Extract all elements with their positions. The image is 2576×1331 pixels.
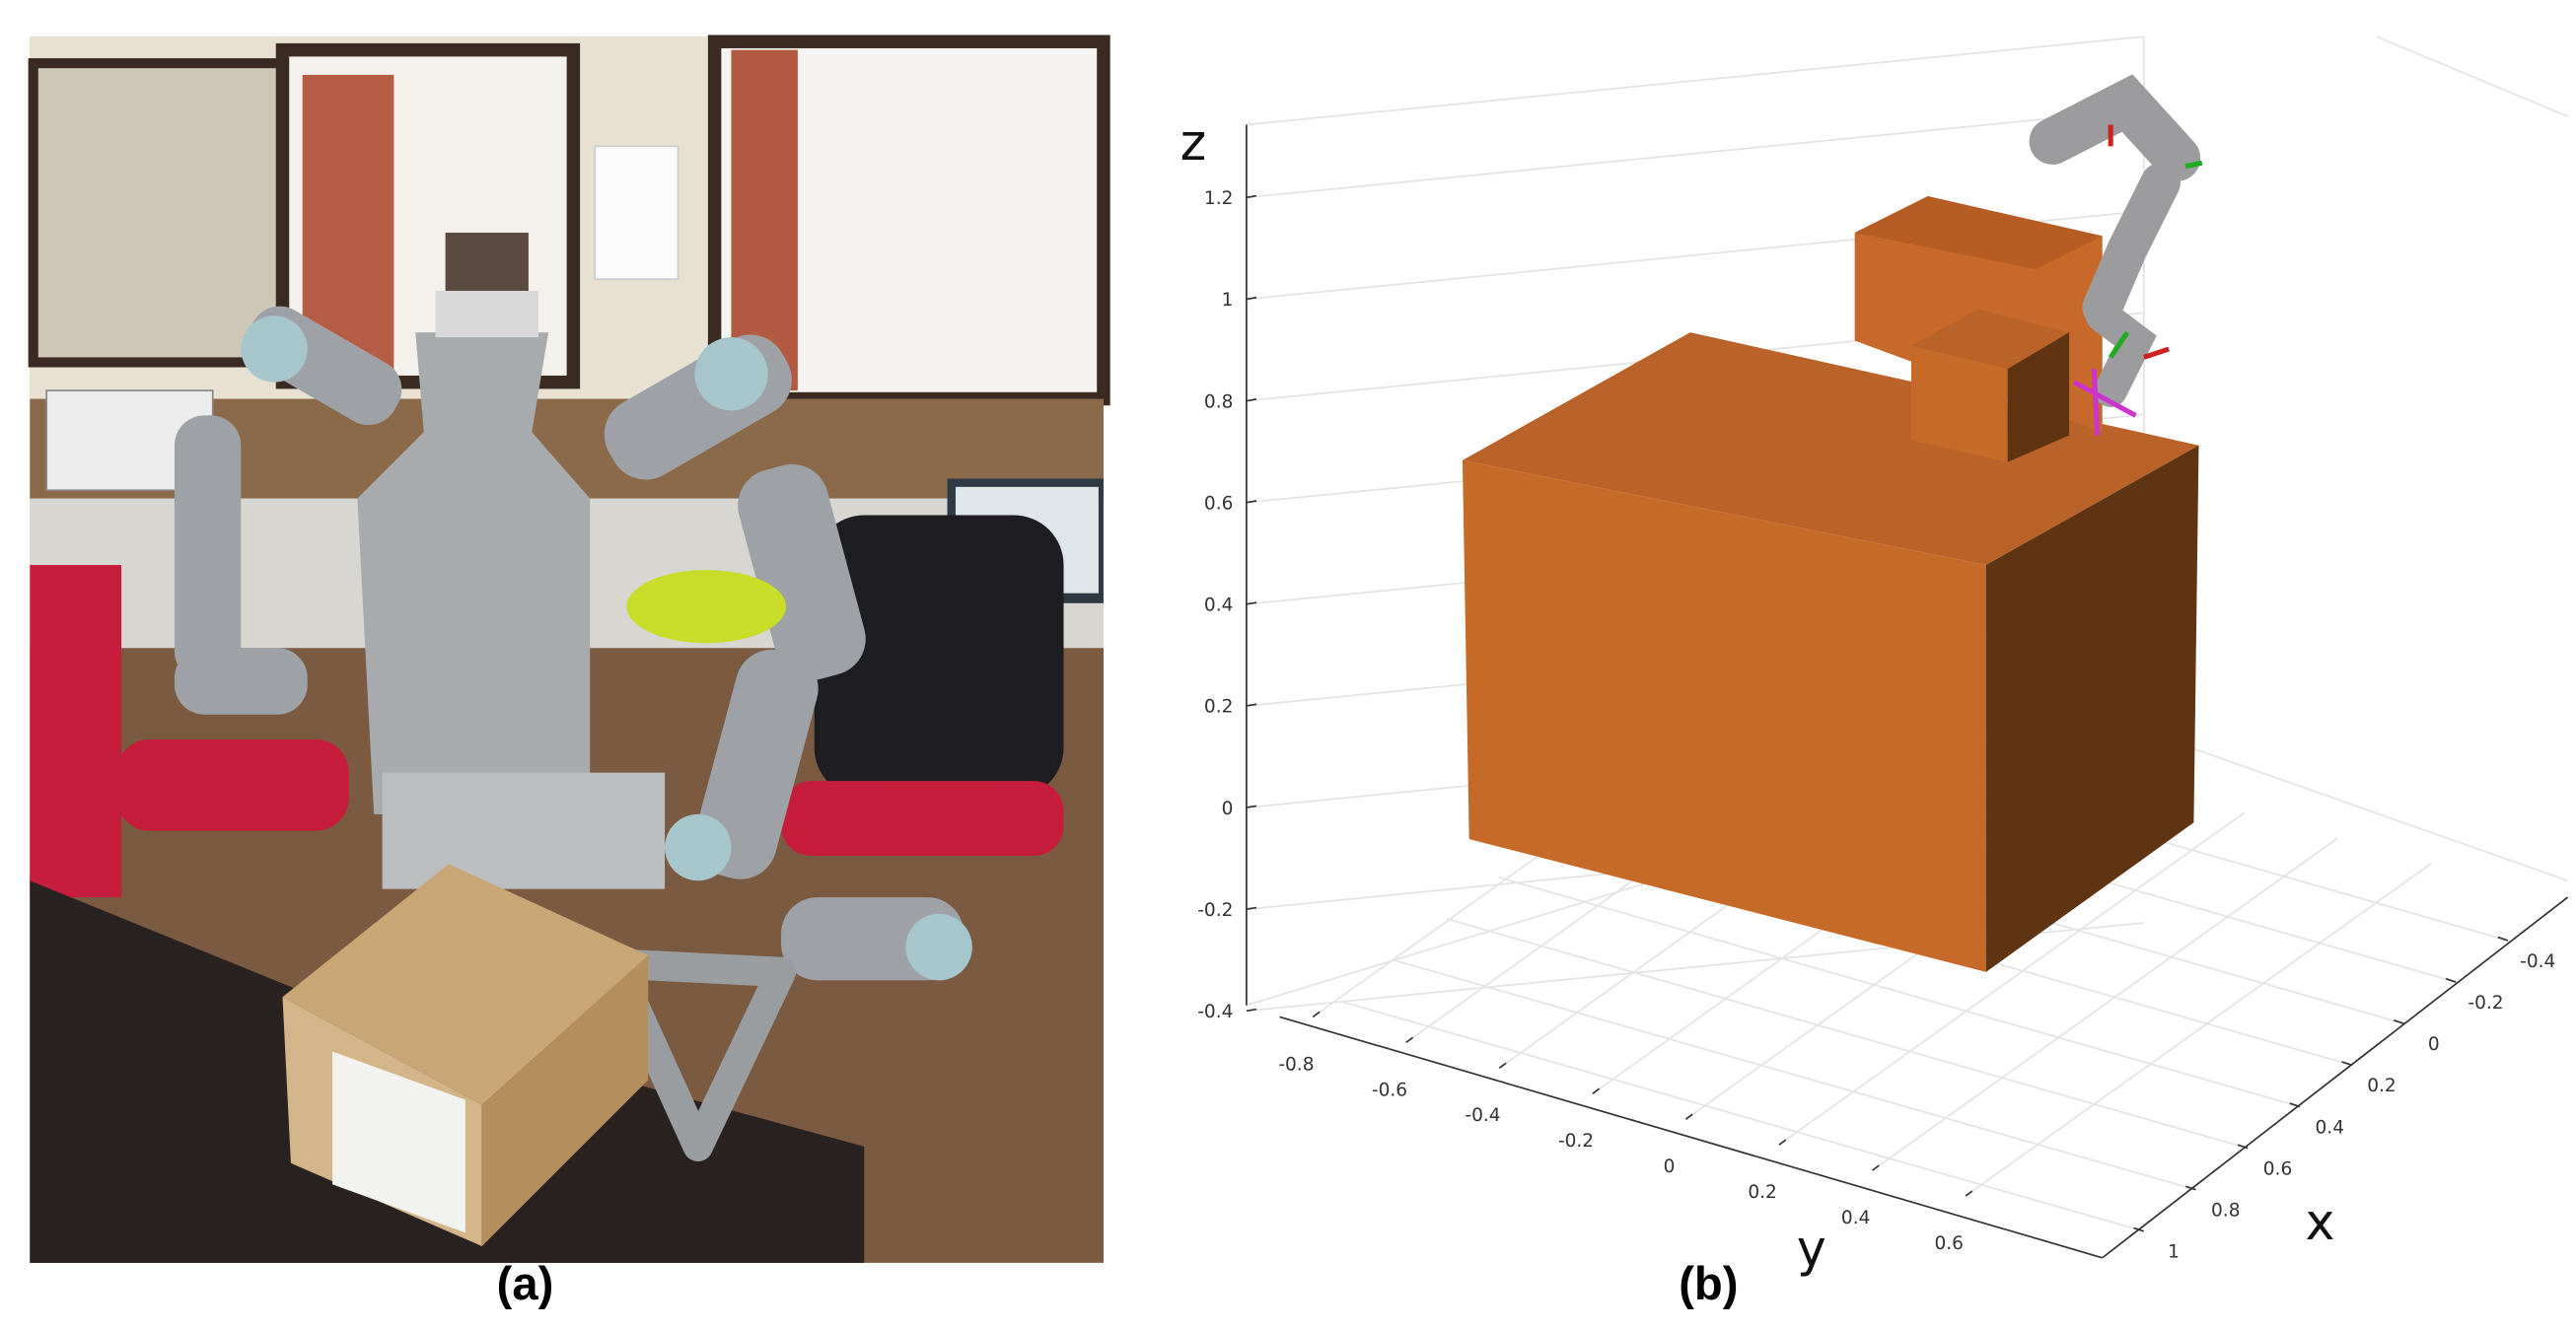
photo — [28, 35, 1110, 1263]
tick-mark — [1246, 398, 1257, 402]
grid-line — [1872, 837, 2338, 1171]
tick-mark — [2497, 936, 2509, 942]
tick-mark — [2445, 977, 2457, 983]
grid-line — [1394, 959, 2196, 1191]
tick-mark — [1246, 601, 1257, 605]
axis-lines — [1246, 124, 2569, 1259]
y-tick-label: 0.6 — [1934, 1233, 1963, 1254]
x-tick-label: 0 — [2428, 1034, 2440, 1055]
grid-line — [1246, 108, 2144, 199]
panel-caption: (a) — [497, 1257, 554, 1309]
y-tick-label: -0.4 — [1465, 1105, 1500, 1126]
y-tick-label: -0.2 — [1558, 1131, 1594, 1152]
z-tick-label: 1 — [1222, 290, 1234, 311]
y-tick-label: -0.6 — [1372, 1080, 1407, 1100]
tick-mark — [1965, 1190, 1973, 1197]
x-tick-label: 1 — [2168, 1242, 2180, 1263]
z-tick-label: 0.4 — [1204, 595, 1233, 616]
z-tick-label: 1.2 — [1204, 188, 1233, 209]
grid-line — [1965, 863, 2432, 1197]
x-tick-label: -0.4 — [2520, 951, 2555, 972]
plot-3d — [1246, 35, 2569, 1259]
tick-mark — [1312, 1011, 1321, 1018]
grid-line — [1778, 811, 2246, 1146]
tick-mark — [1871, 1164, 1880, 1171]
tick-mark — [1246, 703, 1257, 707]
tick-mark — [1246, 500, 1257, 504]
z-tick-label: 0.8 — [1204, 391, 1233, 412]
z-tick-label: 0.6 — [1204, 493, 1233, 514]
z-tick-label: 0 — [1222, 799, 1234, 819]
tick-mark — [2289, 1102, 2301, 1108]
z-tick-label: 0.2 — [1204, 697, 1233, 718]
tick-mark — [1246, 805, 1257, 808]
tick-mark — [1778, 1139, 1787, 1146]
z-tick-label: -0.2 — [1197, 900, 1233, 921]
y-tick-label: 0 — [1664, 1156, 1676, 1177]
x-tick-label: 0.8 — [2211, 1201, 2240, 1222]
tick-mark — [1246, 296, 1257, 301]
tick-mark — [1246, 906, 1257, 911]
tick-mark — [1246, 1008, 1257, 1013]
tick-mark — [1684, 1113, 1693, 1120]
z-tick-label: -0.4 — [1197, 1002, 1233, 1022]
x-tick-label: -0.2 — [2468, 993, 2503, 1014]
axis-label: x — [2306, 1193, 2335, 1251]
x-tick-label: 0.6 — [2263, 1159, 2292, 1180]
x-tick-label: 0.4 — [2316, 1117, 2344, 1138]
tick-mark — [2185, 1185, 2196, 1191]
panel-caption: (b) — [1679, 1257, 1738, 1309]
tick-mark — [2133, 1226, 2144, 1232]
axis-label: y — [1797, 1220, 1826, 1278]
tick-mark — [1246, 194, 1257, 199]
tick-mark — [2237, 1144, 2249, 1150]
tick-mark — [1592, 1087, 1601, 1094]
tick-mark — [1405, 1036, 1414, 1044]
y-tick-label: 0.4 — [1841, 1208, 1870, 1228]
grid-line — [1498, 876, 2301, 1108]
grid-line — [1342, 1001, 2144, 1232]
y-tick-label: -0.8 — [1278, 1054, 1314, 1075]
grid-line — [1446, 918, 2249, 1150]
y-tick-label: 0.2 — [1748, 1182, 1776, 1203]
tick-mark — [1498, 1062, 1507, 1069]
axis-label: z — [1181, 113, 1207, 172]
tick-mark — [2341, 1061, 2352, 1067]
tick-mark — [2394, 1018, 2404, 1024]
x-tick-label: 0.2 — [2367, 1076, 2396, 1096]
